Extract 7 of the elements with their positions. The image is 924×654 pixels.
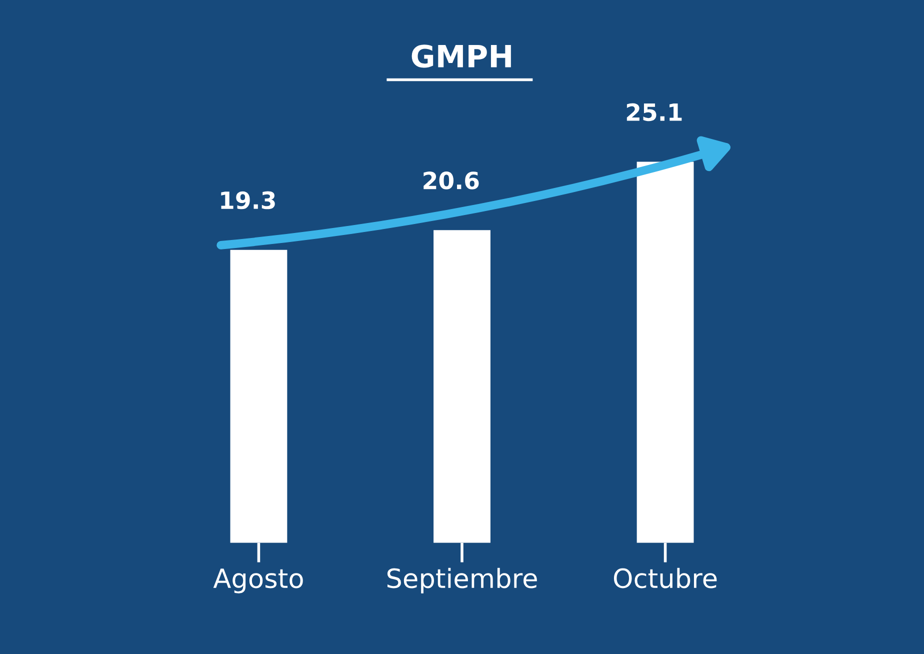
data-label: 25.1: [626, 103, 682, 122]
chart-title: GMPH: [412, 44, 511, 68]
x-tick-label: Agosto: [213, 568, 303, 594]
x-tick-label: Octubre: [614, 568, 717, 588]
data-label: 19.3: [221, 191, 275, 210]
data-label: 20.6: [424, 172, 479, 190]
x-tick-label: Septiembre: [387, 568, 537, 594]
